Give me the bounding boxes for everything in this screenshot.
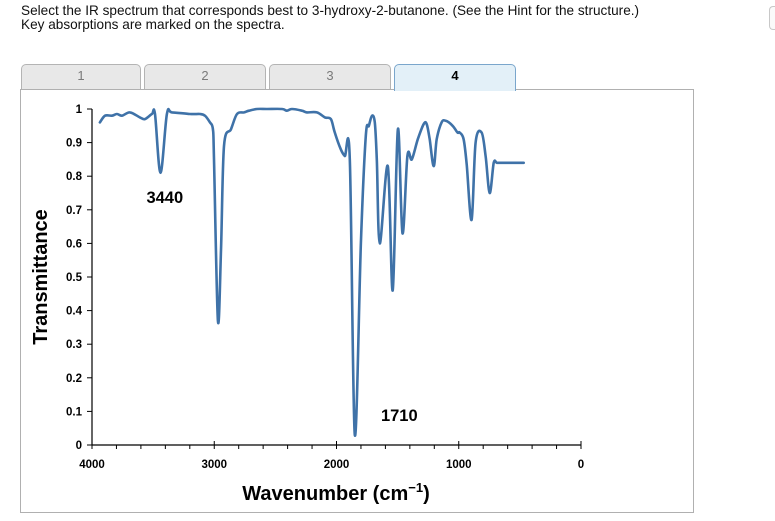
y-tick-label: 0.4: [66, 306, 83, 318]
x-tick-label: 3000: [201, 459, 227, 471]
question-text: Select the IR spectrum that corresponds …: [21, 4, 639, 32]
y-tick-label: 0.1: [66, 406, 83, 418]
tab-spectrum-2[interactable]: 2: [144, 64, 266, 90]
y-tick-label: 0: [76, 440, 82, 452]
tab-spectrum-1[interactable]: 1: [21, 64, 141, 90]
y-tick-label: 1: [76, 104, 83, 116]
y-tick-label: 0.3: [66, 339, 82, 351]
question-line-2: Key absorptions are marked on the spectr…: [21, 17, 285, 32]
spectrum-line: [98, 107, 525, 437]
question-line-1: Select the IR spectrum that corresponds …: [21, 3, 640, 18]
tick-labels: 0 0.1 0.2 0.3 0.4 0.5 0.6 0.7 0.8 0.9 1 4000 3000 200…: [66, 104, 584, 471]
y-tick-label: 0.6: [66, 238, 82, 250]
y-axis-label: Transmittance: [30, 209, 52, 345]
y-tick-label: 0.8: [66, 171, 83, 183]
peak-annotations: 3440 1710: [146, 189, 417, 425]
y-tick-label: 0.7: [66, 205, 82, 217]
x-axis-label: Wavenumber (cm−1): [242, 480, 429, 505]
peak-label-1710: 1710: [381, 407, 418, 425]
hint-button[interactable]: [769, 6, 775, 30]
spectrum-panel: [20, 89, 694, 513]
tab-spectrum-4[interactable]: 4: [394, 64, 516, 91]
peak-label-3440: 3440: [146, 189, 183, 207]
x-tick-label: 4000: [79, 459, 105, 471]
y-tick-label: 0.2: [66, 373, 82, 385]
y-tick-label: 0.5: [66, 272, 83, 284]
y-tick-label: 0.9: [66, 138, 82, 150]
x-tick-label: 1000: [446, 459, 472, 471]
tab-spectrum-3[interactable]: 3: [269, 64, 391, 90]
chart-axes: [87, 108, 582, 449]
x-tick-label: 2000: [324, 459, 350, 471]
x-tick-label: 0: [578, 459, 584, 471]
